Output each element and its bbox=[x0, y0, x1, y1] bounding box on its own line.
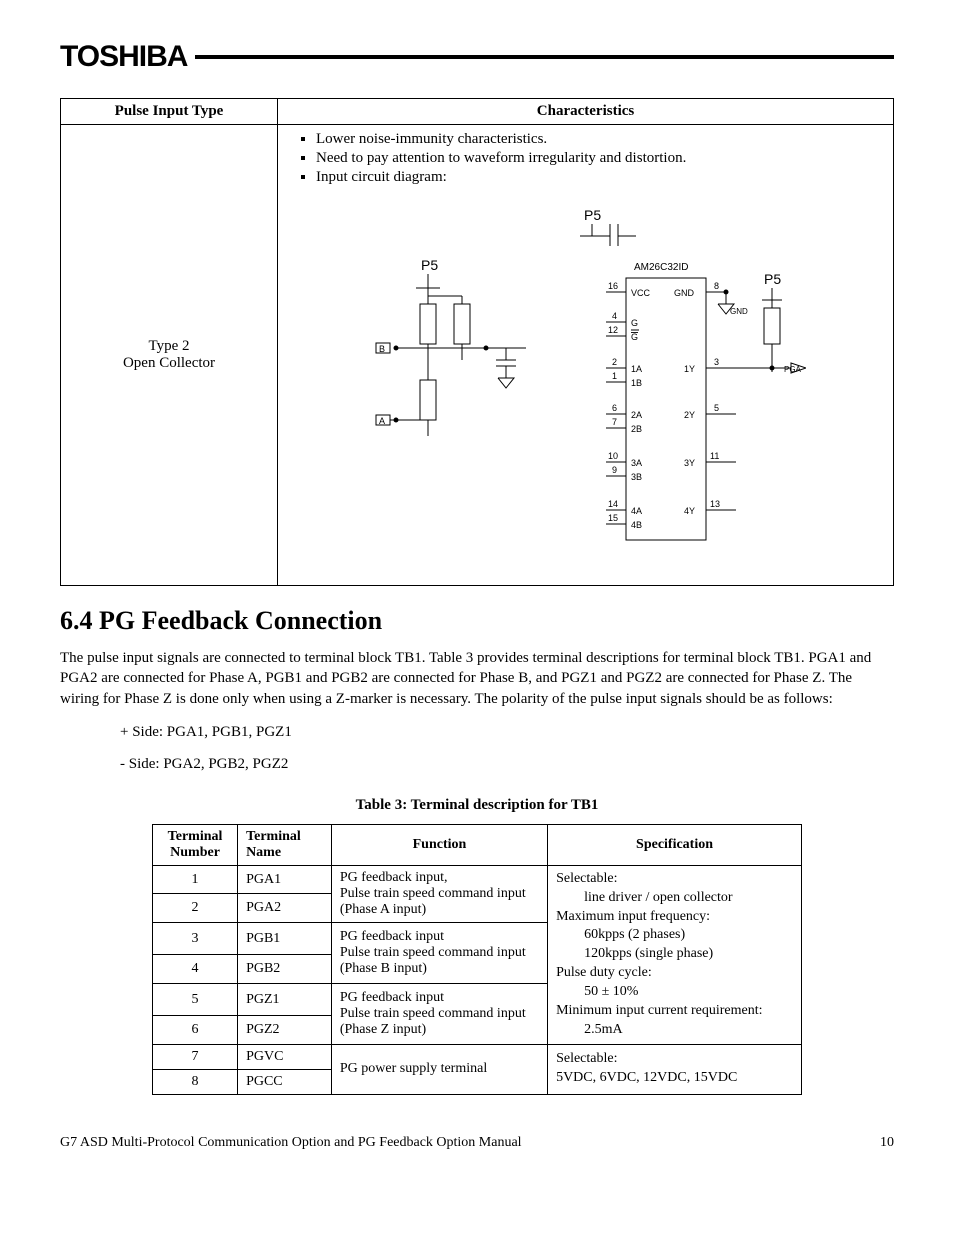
r1-num: 1 bbox=[153, 865, 238, 894]
pulse-input-table: Pulse Input Type Characteristics Type 2 … bbox=[60, 98, 894, 586]
plus-side: + Side: PGA1, PGB1, PGZ1 bbox=[120, 724, 894, 741]
d-p5-left: P5 bbox=[421, 257, 438, 273]
svg-text:4: 4 bbox=[612, 311, 617, 321]
func-power: PG power supply terminal bbox=[331, 1044, 547, 1094]
svg-text:G: G bbox=[631, 332, 638, 342]
char-bullets: Lower noise-immunity characteristics. Ne… bbox=[286, 131, 885, 186]
svg-text:4Y: 4Y bbox=[684, 506, 695, 516]
svg-text:3: 3 bbox=[714, 357, 719, 367]
func-phase-b: PG feedback input Pulse train speed comm… bbox=[331, 922, 547, 983]
r6-name: PGZ2 bbox=[238, 1016, 332, 1045]
terminal-table: Terminal Number Terminal Name Function S… bbox=[152, 824, 802, 1095]
r8-num: 8 bbox=[153, 1069, 238, 1094]
svg-text:3Y: 3Y bbox=[684, 458, 695, 468]
type-line2: Open Collector bbox=[123, 355, 215, 371]
d-pin-16: 16 bbox=[608, 281, 618, 291]
section-paragraph: The pulse input signals are connected to… bbox=[60, 648, 894, 709]
d-pga: PGA bbox=[784, 365, 802, 374]
footer-page: 10 bbox=[880, 1135, 894, 1151]
tbl1-header-type: Pulse Input Type bbox=[61, 99, 278, 125]
tbl2-h-num: Terminal Number bbox=[153, 824, 238, 865]
svg-text:4B: 4B bbox=[631, 520, 642, 530]
r5-num: 5 bbox=[153, 983, 238, 1016]
svg-text:1Y: 1Y bbox=[684, 364, 695, 374]
tbl1-header-char: Characteristics bbox=[278, 99, 894, 125]
r8-name: PGCC bbox=[238, 1069, 332, 1094]
func-phase-z: PG feedback input Pulse train speed comm… bbox=[331, 983, 547, 1044]
svg-text:2A: 2A bbox=[631, 410, 642, 420]
r7-num: 7 bbox=[153, 1044, 238, 1069]
d-lbl-b: B bbox=[379, 344, 385, 354]
brand-header: TOSHIBA bbox=[60, 40, 894, 74]
section-heading: 6.4 PG Feedback Connection bbox=[60, 606, 894, 636]
tbl2-h-func: Function bbox=[331, 824, 547, 865]
brand-logo: TOSHIBA bbox=[60, 40, 187, 74]
d-vcc: VCC bbox=[631, 288, 651, 298]
svg-text:2B: 2B bbox=[631, 424, 642, 434]
type-line1: Type 2 bbox=[148, 338, 189, 354]
page-footer: G7 ASD Multi-Protocol Communication Opti… bbox=[60, 1135, 894, 1151]
svg-text:13: 13 bbox=[710, 499, 720, 509]
r4-name: PGB2 bbox=[238, 955, 332, 984]
svg-text:10: 10 bbox=[608, 451, 618, 461]
func-phase-a: PG feedback input, Pulse train speed com… bbox=[331, 865, 547, 922]
d-gnd-sym: GND bbox=[730, 307, 748, 316]
svg-text:11: 11 bbox=[710, 451, 719, 461]
r3-num: 3 bbox=[153, 922, 238, 955]
r5-name: PGZ1 bbox=[238, 983, 332, 1016]
d-p5-top: P5 bbox=[584, 207, 601, 223]
spec-block-1: Selectable: line driver / open collector… bbox=[548, 865, 802, 1044]
r2-num: 2 bbox=[153, 894, 238, 923]
svg-text:6: 6 bbox=[612, 403, 617, 413]
svg-text:5: 5 bbox=[714, 403, 719, 413]
svg-text:1A: 1A bbox=[631, 364, 642, 374]
spec-block-2: Selectable: 5VDC, 6VDC, 12VDC, 15VDC bbox=[548, 1044, 802, 1094]
svg-text:9: 9 bbox=[612, 465, 617, 475]
r2-name: PGA2 bbox=[238, 894, 332, 923]
tbl2-h-spec: Specification bbox=[548, 824, 802, 865]
r3-name: PGB1 bbox=[238, 922, 332, 955]
bullet-3: Input circuit diagram: bbox=[316, 169, 885, 186]
svg-text:12: 12 bbox=[608, 325, 618, 335]
tbl1-char-cell: Lower noise-immunity characteristics. Ne… bbox=[278, 125, 894, 586]
svg-text:3B: 3B bbox=[631, 472, 642, 482]
bullet-1: Lower noise-immunity characteristics. bbox=[316, 131, 885, 148]
r4-num: 4 bbox=[153, 955, 238, 984]
brand-rule bbox=[195, 55, 894, 59]
svg-text:7: 7 bbox=[612, 417, 617, 427]
circuit-diagram: P5 B bbox=[286, 194, 885, 581]
d-pin-8: 8 bbox=[714, 281, 719, 291]
svg-text:1: 1 bbox=[612, 371, 617, 381]
minus-side: - Side: PGA2, PGB2, PGZ2 bbox=[120, 756, 894, 773]
svg-text:2: 2 bbox=[612, 357, 617, 367]
d-gnd: GND bbox=[674, 288, 695, 298]
svg-text:1B: 1B bbox=[631, 378, 642, 388]
d-chip-label: AM26C32ID bbox=[634, 262, 688, 273]
svg-text:14: 14 bbox=[608, 499, 618, 509]
svg-text:4A: 4A bbox=[631, 506, 642, 516]
r7-name: PGVC bbox=[238, 1044, 332, 1069]
svg-text:G: G bbox=[631, 318, 638, 328]
footer-title: G7 ASD Multi-Protocol Communication Opti… bbox=[60, 1135, 522, 1151]
tbl2-h-name: Terminal Name bbox=[238, 824, 332, 865]
d-p5-right: P5 bbox=[764, 271, 781, 287]
r1-name: PGA1 bbox=[238, 865, 332, 894]
tbl1-type-cell: Type 2 Open Collector bbox=[61, 125, 278, 586]
svg-text:3A: 3A bbox=[631, 458, 642, 468]
d-lbl-a: A bbox=[379, 416, 385, 426]
r6-num: 6 bbox=[153, 1016, 238, 1045]
svg-text:15: 15 bbox=[608, 513, 618, 523]
bullet-2: Need to pay attention to waveform irregu… bbox=[316, 150, 885, 167]
table3-caption: Table 3: Terminal description for TB1 bbox=[60, 797, 894, 814]
svg-text:2Y: 2Y bbox=[684, 410, 695, 420]
